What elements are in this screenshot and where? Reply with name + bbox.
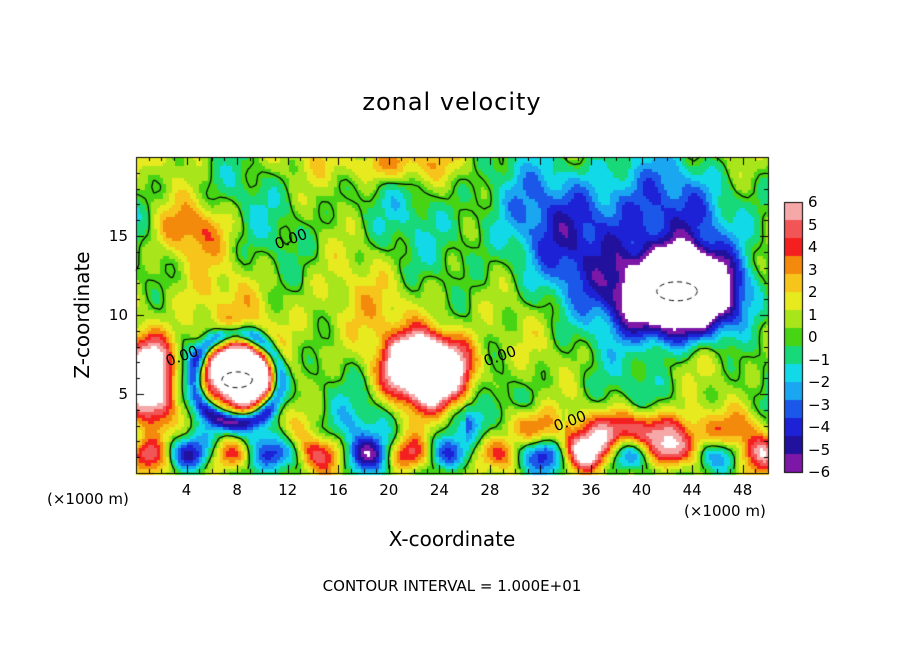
x-tick-label: 44 bbox=[682, 481, 702, 499]
colorbar-tick-label: −2 bbox=[808, 373, 831, 391]
y-tick-label: 5 bbox=[118, 385, 128, 403]
x-tick-label: 24 bbox=[429, 481, 449, 499]
y-tick-label: 10 bbox=[108, 306, 128, 324]
colorbar-tick-label: −6 bbox=[808, 463, 831, 481]
x-tick-label: 40 bbox=[632, 481, 652, 499]
x-tick-label: 8 bbox=[232, 481, 242, 499]
colorbar-tick-label: 3 bbox=[808, 260, 818, 279]
x-tick-label: 4 bbox=[181, 481, 192, 499]
colorbar-tick-label: −1 bbox=[808, 350, 831, 369]
colorbar-tick-label: −4 bbox=[808, 418, 831, 436]
y-tick-label: 15 bbox=[108, 227, 128, 245]
colorbar-tick-label: 0 bbox=[808, 328, 818, 346]
x-tick-label: 16 bbox=[328, 481, 348, 499]
colorbar-tick-label: 6 bbox=[808, 193, 818, 211]
colorbar-tick-label: 4 bbox=[808, 238, 818, 256]
colorbar-tick-label: −5 bbox=[808, 440, 831, 459]
x-tick-label: 32 bbox=[530, 481, 551, 499]
colorbar-tick-label: 1 bbox=[808, 305, 818, 324]
x-tick-label: 48 bbox=[733, 481, 753, 499]
x-axis-unit-label: (×1000 m) bbox=[684, 502, 766, 520]
x-axis-label: X-coordinate bbox=[388, 527, 516, 551]
contour-interval-note: CONTOUR INTERVAL = 1.000E+01 bbox=[322, 577, 582, 595]
colorbar-tick-label: 5 bbox=[808, 215, 818, 234]
colorbar-tick-label: 2 bbox=[808, 283, 818, 301]
x-tick-label: 28 bbox=[480, 481, 500, 499]
chart-title: zonal velocity bbox=[362, 88, 542, 116]
x-tick-label: 20 bbox=[379, 481, 399, 499]
y-axis-unit-label: (×1000 m) bbox=[47, 490, 129, 508]
x-tick-label: 36 bbox=[581, 481, 601, 499]
x-tick-label: 12 bbox=[278, 481, 298, 499]
colorbar-tick-label: −3 bbox=[808, 395, 831, 414]
y-axis-label: Z-coordinate bbox=[70, 251, 94, 379]
